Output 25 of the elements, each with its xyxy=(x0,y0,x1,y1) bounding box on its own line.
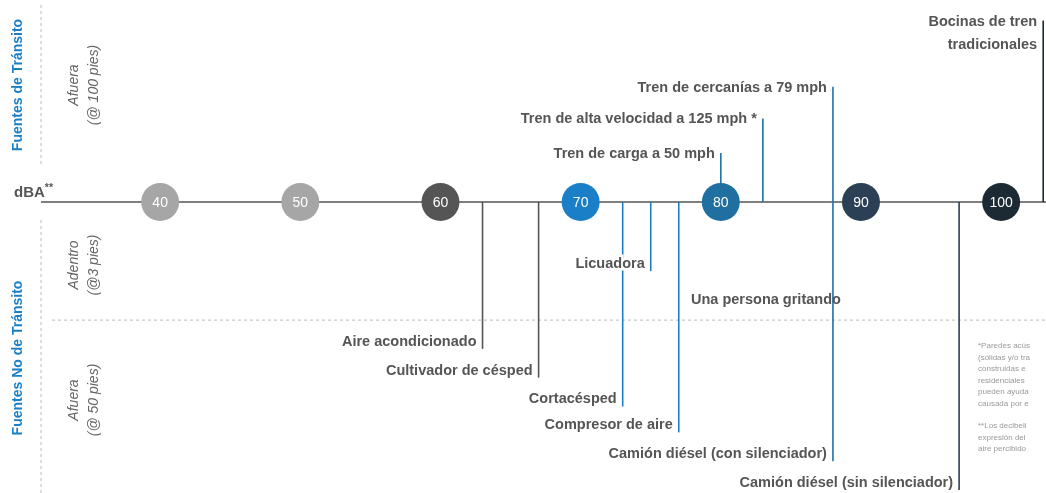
annotation: Aire acondicionado xyxy=(341,332,477,349)
x-axis-title: dBA$^{**}$ xyxy=(14,181,54,200)
source-note: Fuentes No de Tránsito xyxy=(9,280,25,436)
annotation: Adentro (@3 pies) xyxy=(65,234,101,296)
annotation: Afuera (@ 50 pies) xyxy=(65,363,101,437)
annotation: *Paredes acús (sólidas y/o tra construidas e residenciales pueden ayuda causada por e xyxy=(978,341,1031,408)
annotation: Cultivador de césped xyxy=(385,361,533,378)
x-tick-label: 70 xyxy=(572,194,589,210)
x-tick-label: 50 xyxy=(292,194,309,210)
annotation: Camión diésel (sin silenciador) xyxy=(739,474,954,490)
annotation: Camión diésel (con silenciador) xyxy=(608,445,828,462)
annotation: Tren de alta velocidad a 125 mph * xyxy=(520,110,758,127)
x-tick-label: 40 xyxy=(152,194,169,210)
x-tick-label: 90 xyxy=(853,194,869,210)
annotation: **Los decibeli expresión del aire percibido xyxy=(978,421,1027,453)
x-tick-label: 80 xyxy=(713,194,729,210)
source-note: Fuentes de Tránsito xyxy=(9,18,25,152)
annotation: Afuera (@ 100 pies) xyxy=(65,44,101,126)
annotation: Compresor de aire xyxy=(544,416,673,433)
annotation: Cortacésped xyxy=(528,390,617,407)
x-tick-label: 60 xyxy=(432,194,449,210)
annotation: Bocinas de tren tradicionales xyxy=(928,12,1038,52)
annotation: Tren de carga a 50 mph xyxy=(553,145,715,162)
x-tick-label: 100 xyxy=(989,194,1014,210)
annotation: Tren de cercanías a 79 mph xyxy=(637,78,827,95)
